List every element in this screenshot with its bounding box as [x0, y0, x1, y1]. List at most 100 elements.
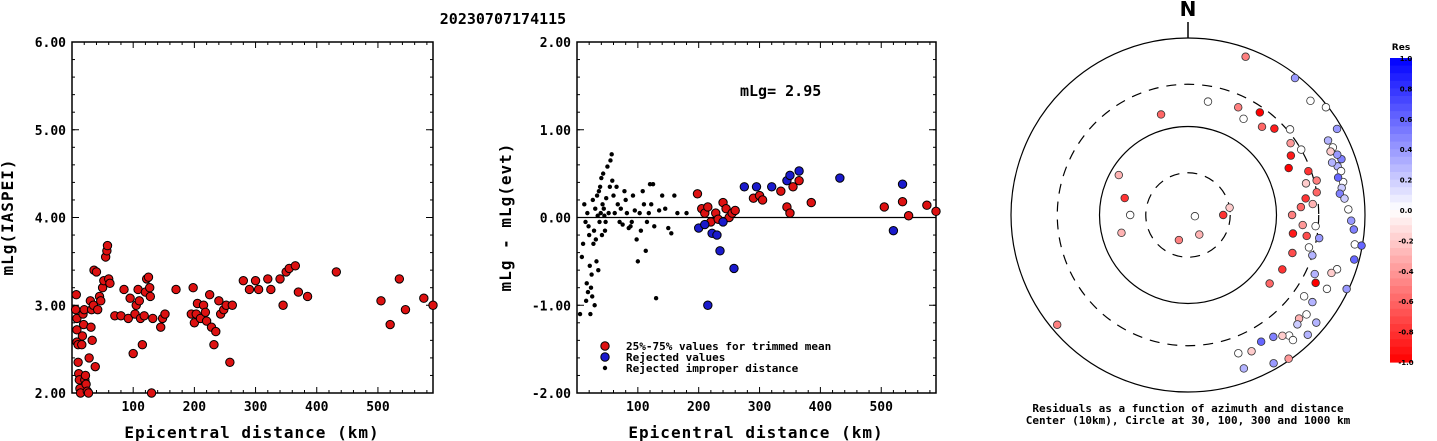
station-point: [1314, 233, 1324, 243]
colorbar-segment: [1390, 103, 1412, 112]
range-ring: [1145, 172, 1231, 258]
station-point: [1298, 220, 1307, 230]
data-point-rejected-distance: [577, 311, 583, 317]
colorbar-tick-label: -0.2: [1398, 237, 1413, 245]
station-point: [1326, 147, 1335, 156]
y-tick-label: 5.00: [35, 124, 66, 139]
colorbar-segment: [1390, 88, 1412, 97]
station-point: [1195, 230, 1204, 239]
data-point-rejected-distance: [669, 231, 674, 236]
data-point: [209, 340, 219, 350]
colorbar-segment: [1390, 172, 1412, 181]
data-point: [394, 274, 405, 284]
y-tick-label: 3.00: [35, 299, 66, 314]
colorbar-segment: [1390, 134, 1412, 143]
colorbar-segment: [1390, 156, 1412, 165]
station-point: [1269, 359, 1278, 368]
colorbar-tick-label: -1.0: [1398, 359, 1413, 367]
data-point: [931, 206, 941, 217]
data-point-rejected-distance: [587, 263, 592, 268]
data-point-rejected-distance: [594, 193, 600, 198]
data-point: [888, 225, 899, 236]
data-point: [211, 326, 221, 337]
x-tick-label: 500: [366, 400, 390, 415]
data-point: [776, 186, 786, 196]
colorbar-segment: [1390, 96, 1412, 105]
data-point-rejected-distance: [583, 298, 589, 304]
colorbar-segment: [1390, 225, 1412, 234]
colorbar-segment: [1390, 217, 1412, 226]
data-point-rejected-distance: [634, 237, 639, 242]
data-point: [87, 335, 97, 346]
y-tick-label: 4.00: [35, 212, 66, 227]
colorbar-segment: [1390, 210, 1412, 219]
data-point: [250, 275, 261, 286]
data-point-rejected-distance: [597, 219, 602, 225]
data-point-rejected-distance: [598, 210, 603, 216]
data-point-rejected-distance: [675, 210, 680, 216]
data-point-rejected-distance: [632, 208, 638, 213]
colorbar-segment: [1390, 65, 1412, 74]
data-point-rejected-distance: [593, 206, 598, 211]
station-point: [1304, 243, 1314, 252]
data-point-rejected-distance: [604, 195, 609, 201]
data-point-rejected-distance: [590, 294, 595, 299]
y-axis-label: mLg - mLg(evt): [496, 143, 515, 292]
colorbar-segment: [1390, 308, 1412, 317]
station-point: [1302, 310, 1311, 319]
data-point: [91, 267, 102, 277]
colorbar-segment: [1390, 118, 1412, 127]
x-axis-label: Epicentral distance (km): [628, 423, 883, 441]
data-point: [700, 219, 710, 230]
data-point: [278, 300, 288, 310]
station-point: [1327, 268, 1336, 278]
data-point-rejected-distance: [588, 285, 594, 290]
x-tick-label: 300: [244, 400, 268, 415]
station-point: [1234, 349, 1243, 358]
station-point: [1257, 122, 1267, 131]
colorbar-tick-label: 0.0: [1400, 207, 1413, 215]
colorbar-segment: [1390, 293, 1412, 302]
data-point: [72, 325, 82, 335]
station-point: [1302, 231, 1311, 241]
data-point: [376, 296, 386, 306]
station-point: [1327, 158, 1337, 167]
station-point: [1239, 364, 1249, 373]
colorbar-tick-label: 0.8: [1400, 85, 1413, 93]
data-point: [146, 388, 157, 398]
data-point: [922, 200, 932, 210]
station-point: [1301, 194, 1310, 203]
data-point: [302, 291, 313, 302]
data-point-rejected-distance: [614, 184, 619, 189]
data-point: [879, 202, 889, 212]
station-point: [1333, 173, 1343, 182]
data-point: [293, 287, 304, 297]
data-point: [225, 357, 235, 367]
station-point: [1256, 337, 1266, 346]
colorbar-tick-label: 0.4: [1400, 146, 1413, 154]
data-point: [897, 179, 908, 189]
data-point: [290, 261, 301, 271]
data-point-rejected-distance: [605, 164, 610, 169]
data-point-rejected-distance: [612, 210, 617, 216]
data-point: [244, 284, 255, 295]
data-point-rejected-distance: [592, 303, 597, 308]
station-point: [1190, 212, 1200, 221]
station-point: [1278, 331, 1287, 341]
data-point-rejected-distance: [629, 219, 634, 225]
data-point-rejected-distance: [653, 296, 659, 301]
y-tick-label: 0.00: [540, 212, 571, 227]
data-point: [253, 284, 264, 295]
data-point: [77, 340, 87, 350]
residual-colorbar: Res 1.0 0.8 0.6 0.4 0.2 0.0 -0.2 -0.4 -0.6 -0.8 -1…: [1390, 43, 1414, 367]
colorbar-segment: [1390, 270, 1412, 279]
colorbar-segment: [1390, 58, 1412, 67]
data-point: [90, 361, 100, 372]
station-point: [1332, 124, 1342, 134]
colorbar-segment: [1390, 255, 1412, 264]
station-point: [1306, 96, 1315, 105]
colorbar-segment: [1390, 331, 1412, 340]
data-point: [428, 300, 438, 310]
colorbar-segment: [1390, 141, 1412, 150]
data-point: [835, 173, 845, 183]
